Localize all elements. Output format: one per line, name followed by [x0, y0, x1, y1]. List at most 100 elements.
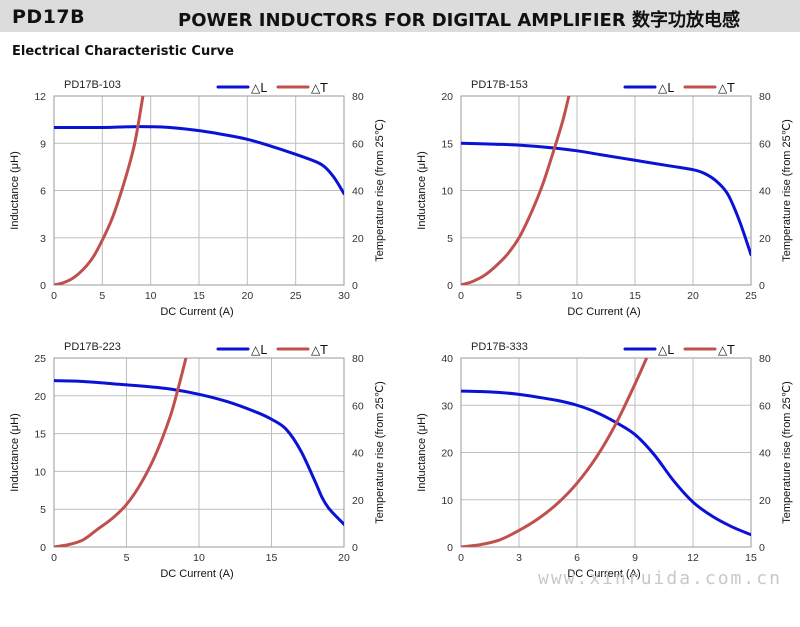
y2-tick-label: 80 [759, 353, 771, 365]
y-tick-label: 20 [34, 391, 46, 403]
x-tick-label: 6 [574, 552, 580, 564]
y2-tick-label: 40 [352, 448, 364, 460]
x-tick-label: 5 [516, 290, 522, 302]
y-tick-label: 0 [40, 542, 46, 554]
y2-tick-label: 40 [759, 448, 771, 460]
x-tick-label: 20 [687, 290, 699, 302]
legend-entry: △L [658, 81, 674, 95]
x-tick-label: 20 [338, 552, 350, 564]
x-tick-label: 30 [338, 290, 350, 302]
y2-tick-label: 60 [759, 138, 771, 150]
y2-axis-label: Temperature rise (from 25℃) [781, 119, 793, 262]
chart-title: PD17B-103 [64, 79, 121, 91]
x-tick-label: 20 [241, 290, 253, 302]
y2-tick-label: 80 [352, 91, 364, 103]
y-tick-label: 5 [447, 233, 453, 245]
x-tick-label: 3 [516, 552, 522, 564]
chart-title: PD17B-223 [64, 341, 121, 353]
y2-tick-label: 20 [759, 233, 771, 245]
legend-entry: △T [311, 343, 328, 357]
x-tick-label: 0 [458, 552, 464, 564]
y-tick-label: 0 [40, 280, 46, 292]
x-tick-label: 9 [632, 552, 638, 564]
x-tick-label: 25 [745, 290, 757, 302]
temperature-rise-line [54, 96, 145, 285]
y2-tick-label: 60 [352, 400, 364, 412]
y-tick-label: 15 [441, 138, 453, 150]
y-tick-label: 10 [441, 495, 453, 507]
y-tick-label: 0 [447, 280, 453, 292]
y2-tick-label: 80 [759, 91, 771, 103]
x-axis-label: DC Current (A) [160, 306, 233, 318]
temperature-rise-line [54, 358, 188, 547]
x-axis-label: DC Current (A) [567, 306, 640, 318]
legend: △L △T [216, 81, 328, 95]
chart-title: PD17B-153 [471, 79, 528, 91]
gridlines [53, 95, 345, 286]
x-tick-label: 10 [571, 290, 583, 302]
legend-entry: △L [658, 343, 674, 357]
y-axis-label: Inductance (μH) [416, 413, 428, 491]
legend-entry: △T [718, 343, 735, 357]
plot-frame [53, 357, 345, 548]
y-tick-label: 25 [34, 353, 46, 365]
inductance-line [461, 389, 751, 537]
x-tick-label: 10 [193, 552, 205, 564]
legend-entry: △L [251, 343, 267, 357]
page-header: PD17B POWER INDUCTORS FOR DIGITAL AMPLIF… [0, 0, 800, 32]
x-tick-label: 0 [51, 290, 57, 302]
watermark: www.xinruida.com.cn [538, 568, 782, 589]
y-tick-label: 10 [441, 186, 453, 198]
legend: △L △T [623, 81, 735, 95]
y2-tick-label: 20 [352, 495, 364, 507]
y-axis-label: Inductance (μH) [9, 413, 21, 491]
x-axis-label: DC Current (A) [567, 568, 640, 580]
section-title: Electrical Characteristic Curve [12, 44, 234, 59]
x-tick-label: 15 [745, 552, 757, 564]
temperature-rise-line [461, 358, 649, 547]
y-tick-label: 40 [441, 353, 453, 365]
x-tick-label: 0 [51, 552, 57, 564]
y-axis-label: Inductance (μH) [416, 151, 428, 229]
model-name: PD17B [12, 6, 86, 28]
inductance-line [54, 125, 344, 196]
plot-frame [460, 95, 752, 286]
temperature-rise-line [461, 96, 571, 285]
y-tick-label: 15 [34, 429, 46, 441]
x-axis-label: DC Current (A) [160, 568, 233, 580]
series-lines [54, 96, 344, 285]
legend-entry: △T [311, 81, 328, 95]
y2-tick-label: 0 [352, 542, 358, 554]
y2-tick-label: 0 [352, 280, 358, 292]
series-lines [461, 96, 751, 285]
y2-axis-label: Temperature rise (from 25℃) [781, 381, 793, 524]
y-tick-label: 20 [441, 91, 453, 103]
y2-tick-label: 0 [759, 542, 765, 554]
legend: △L △T [623, 343, 735, 357]
x-tick-label: 12 [687, 552, 699, 564]
x-tick-label: 0 [458, 290, 464, 302]
y-tick-label: 3 [40, 233, 46, 245]
y-tick-label: 9 [40, 138, 46, 150]
series-lines [461, 358, 751, 547]
y2-tick-label: 20 [352, 233, 364, 245]
gridlines [460, 357, 752, 548]
chart-title: PD17B-333 [471, 341, 528, 353]
x-tick-label: 5 [99, 290, 105, 302]
series-lines [54, 358, 344, 547]
y-tick-label: 20 [441, 448, 453, 460]
y2-tick-label: 40 [759, 186, 771, 198]
y2-axis-label: Temperature rise (from 25℃) [374, 119, 386, 262]
y2-tick-label: 20 [759, 495, 771, 507]
x-tick-label: 15 [193, 290, 205, 302]
x-tick-label: 5 [124, 552, 130, 564]
y-axis-label: Inductance (μH) [9, 151, 21, 229]
y2-tick-label: 0 [759, 280, 765, 292]
legend: △L △T [216, 343, 328, 357]
y2-axis-label: Temperature rise (from 25℃) [374, 381, 386, 524]
legend-entry: △T [718, 81, 735, 95]
y-tick-label: 5 [40, 504, 46, 516]
x-tick-label: 15 [629, 290, 641, 302]
